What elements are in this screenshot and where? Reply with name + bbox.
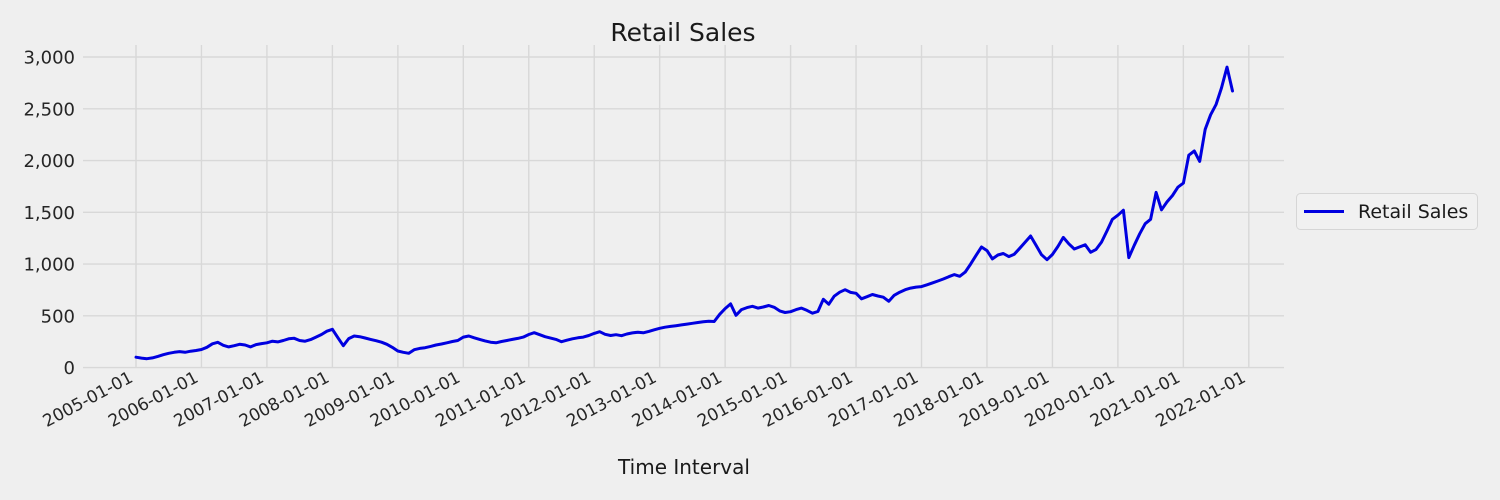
x-axis-title: Time Interval bbox=[617, 455, 750, 479]
y-tick-label: 1,500 bbox=[23, 203, 75, 224]
y-tick-label: 2,000 bbox=[23, 151, 75, 172]
legend[interactable]: Retail Sales bbox=[1296, 193, 1478, 230]
y-tick-label: 3,000 bbox=[23, 48, 75, 69]
y-tick-label: 1,000 bbox=[23, 255, 75, 276]
legend-box[interactable] bbox=[1296, 193, 1478, 230]
chart-title: Retail Sales bbox=[610, 18, 755, 47]
x-gridlines bbox=[135, 45, 1250, 368]
legend-label[interactable]: Retail Sales bbox=[1358, 201, 1468, 223]
y-tick-labels: 0 500 1,000 1,500 2,000 2,500 3,000 bbox=[23, 48, 75, 380]
y-tick-label: 2,500 bbox=[23, 99, 75, 120]
y-tick-label: 500 bbox=[41, 306, 75, 327]
y-tick-label: 0 bbox=[64, 358, 75, 379]
retail-sales-line bbox=[134, 65, 1234, 361]
plot-area[interactable] bbox=[83, 45, 1284, 368]
x-tick-labels: 2005-01-012006-01-012007-01-012008-01-01… bbox=[40, 368, 1249, 432]
y-gridlines bbox=[83, 56, 1284, 369]
